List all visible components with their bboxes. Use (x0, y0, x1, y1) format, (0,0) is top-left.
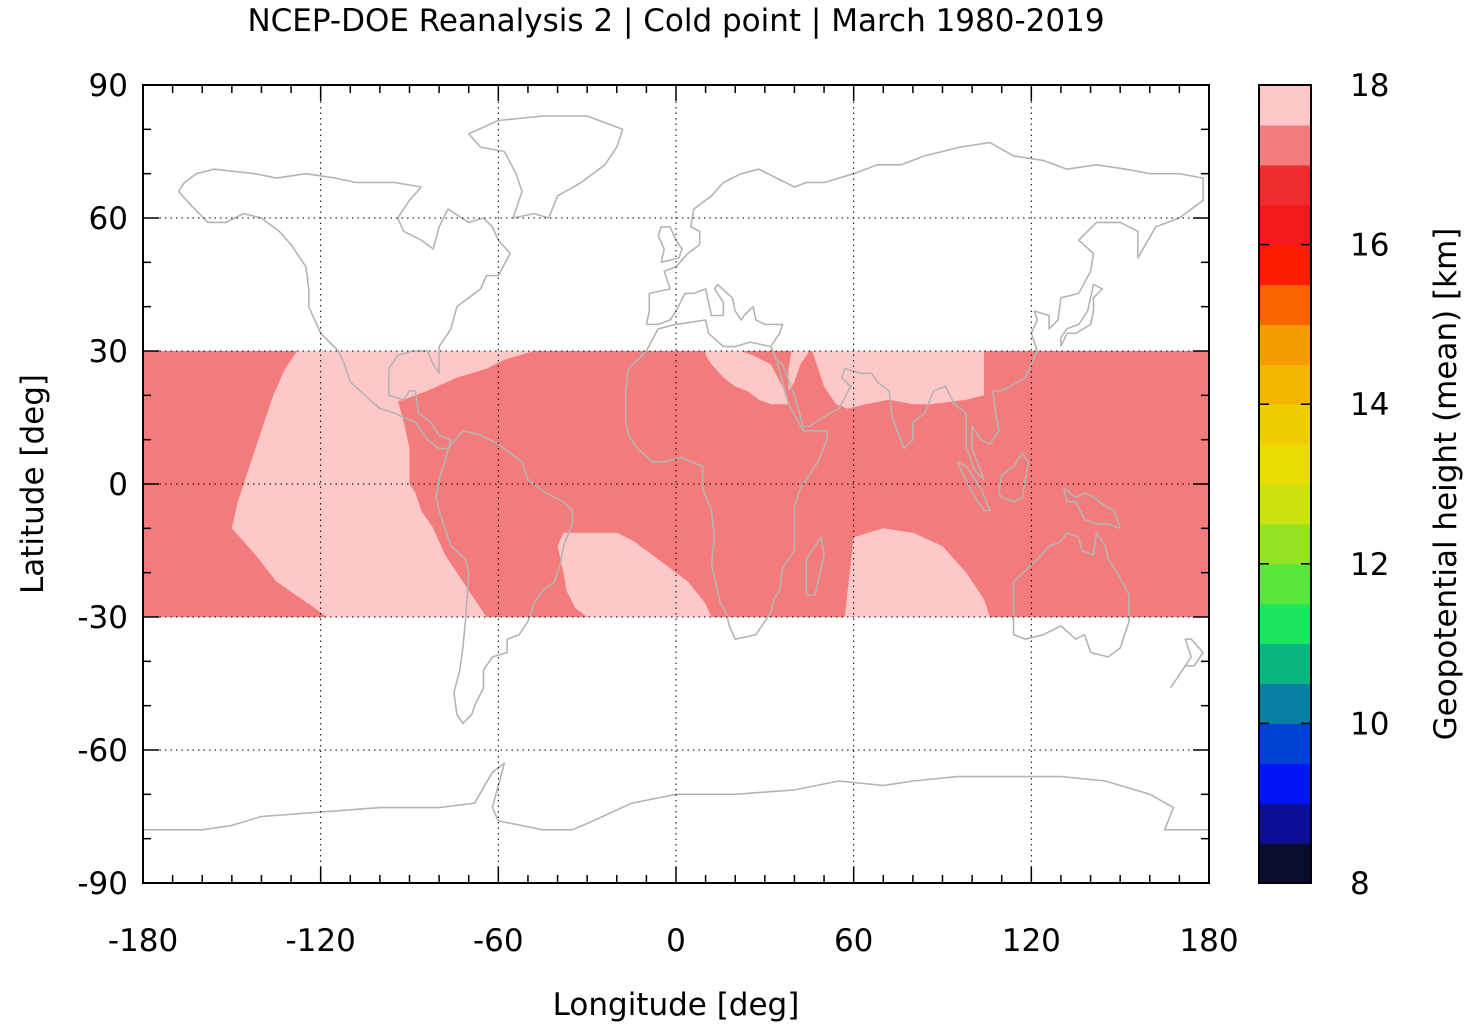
x-tick-label: -60 (473, 923, 524, 959)
colorbar-swatch (1259, 364, 1311, 405)
x-tick-label: 120 (1002, 923, 1061, 959)
axis-ticks (142, 84, 1210, 884)
heatmap-region-arabia-india-north (812, 351, 984, 409)
x-tick-label: 60 (834, 923, 873, 959)
coastline-antarctica (143, 762, 1209, 831)
y-tick-label: -30 (77, 600, 128, 636)
colorbar-swatch (1259, 204, 1311, 246)
colorbar-tick-labels: 8 10 12 14 16 18 (1350, 68, 1389, 902)
colorbar-swatch (1259, 523, 1311, 565)
coastline-uk (657, 226, 683, 264)
heatmap-region-east-pacific-tongue (231, 351, 487, 617)
colorbar-tick-label: 16 (1350, 228, 1389, 264)
colorbar-swatch (1259, 643, 1311, 685)
colorbar-swatch (1259, 85, 1311, 126)
colorbar-tick-label: 8 (1350, 866, 1370, 902)
coastline-eurasia (645, 141, 1204, 481)
coastline-australia (1012, 531, 1130, 658)
coastline-new-guinea (1063, 487, 1121, 530)
colorbar-tick-label: 10 (1350, 706, 1389, 742)
colorbar-swatch (1259, 723, 1311, 764)
heatmap-region-sahara-patch (705, 351, 789, 405)
y-tick-label: -60 (77, 733, 128, 769)
colorbar-tick-label: 14 (1350, 387, 1389, 423)
y-tick-label: 30 (89, 334, 128, 370)
coastline-africa (624, 319, 828, 641)
colorbar (1258, 84, 1312, 884)
colorbar-tick-label: 18 (1350, 68, 1389, 104)
colorbar-frame (1258, 84, 1312, 884)
colorbar-swatch (1259, 444, 1311, 485)
coastline-south-america (435, 429, 574, 725)
coastline-borneo (998, 452, 1030, 503)
grid-lines (143, 85, 1209, 883)
x-tick-label: -120 (285, 923, 355, 959)
y-tick-label: 0 (108, 467, 128, 503)
y-axis-label: Latitude [deg] (15, 374, 51, 594)
colorbar-swatch (1259, 124, 1311, 166)
coastline-japan (1060, 283, 1104, 347)
heatmap-region-red-sea-arabia (788, 351, 810, 391)
coastline-new-zealand (1169, 638, 1204, 689)
colorbar-swatch (1259, 404, 1311, 445)
colorbar-label: Geopotential height (mean) [km] (1428, 228, 1464, 741)
coastline-sumatra (956, 461, 991, 512)
heatmap-region-south-atlantic-pool (557, 532, 712, 617)
x-tick-label: 180 (1179, 923, 1238, 959)
colorbar-swatch (1259, 563, 1311, 605)
coastline-madagascar (805, 536, 825, 596)
colorbar-swatch (1259, 803, 1311, 844)
heatmap-region-caribbean-atlantic-north (332, 351, 534, 405)
x-tick-label: 0 (666, 923, 686, 959)
y-tick-labels: 90 60 30 0 -30 -60 -90 (77, 68, 128, 902)
colorbar-swatch (1259, 603, 1311, 645)
x-axis-label: Longitude [deg] (553, 987, 800, 1023)
plot-area (142, 84, 1210, 884)
y-tick-label: 90 (89, 68, 128, 104)
coastline-north-america (177, 168, 512, 450)
x-tick-label: -180 (108, 923, 178, 959)
coastline-greenland (467, 115, 624, 219)
colorbar-tick-label: 12 (1350, 547, 1389, 583)
colorbar-swatch (1259, 284, 1311, 325)
coastlines (143, 115, 1209, 831)
heatmap-field (143, 351, 1209, 617)
colorbar-swatch (1259, 324, 1311, 365)
y-tick-label: 60 (89, 201, 128, 237)
chart-title: NCEP-DOE Reanalysis 2 | Cold point | Mar… (247, 3, 1104, 39)
colorbar-swatch (1259, 484, 1311, 525)
heatmap-region-south-indian-ocean-pool (844, 528, 990, 617)
colorbar-swatch (1259, 843, 1311, 884)
colorbar-swatch (1259, 763, 1311, 804)
colorbar-swatch (1259, 164, 1311, 206)
colorbar-swatch (1259, 244, 1311, 286)
x-tick-labels: -180 -120 -60 0 60 120 180 (108, 923, 1239, 959)
colorbar-swatch (1259, 683, 1311, 724)
y-tick-label: -90 (77, 866, 128, 902)
